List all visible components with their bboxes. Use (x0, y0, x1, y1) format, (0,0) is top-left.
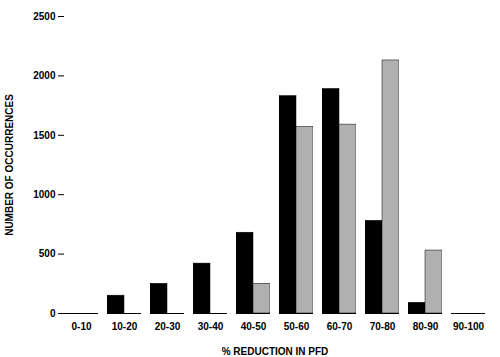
svg-text:60-70: 60-70 (327, 321, 353, 332)
svg-text:2000: 2000 (33, 70, 56, 81)
svg-text:50-60: 50-60 (284, 321, 310, 332)
svg-text:NUMBER OF OCCURRENCES: NUMBER OF OCCURRENCES (4, 94, 15, 236)
svg-text:40-50: 40-50 (241, 321, 267, 332)
svg-text:1000: 1000 (33, 189, 56, 200)
svg-text:80-90: 80-90 (413, 321, 439, 332)
svg-text:500: 500 (39, 248, 56, 259)
svg-text:0-10: 0-10 (71, 321, 91, 332)
svg-text:30-40: 30-40 (198, 321, 224, 332)
svg-text:2500: 2500 (33, 11, 56, 22)
svg-text:% REDUCTION IN PFD: % REDUCTION IN PFD (222, 346, 329, 357)
svg-text:10-20: 10-20 (112, 321, 138, 332)
svg-text:20-30: 20-30 (155, 321, 181, 332)
svg-text:90-100: 90-100 (453, 321, 485, 332)
svg-text:70-80: 70-80 (370, 321, 396, 332)
svg-text:0: 0 (50, 308, 56, 319)
svg-text:1500: 1500 (33, 130, 56, 141)
